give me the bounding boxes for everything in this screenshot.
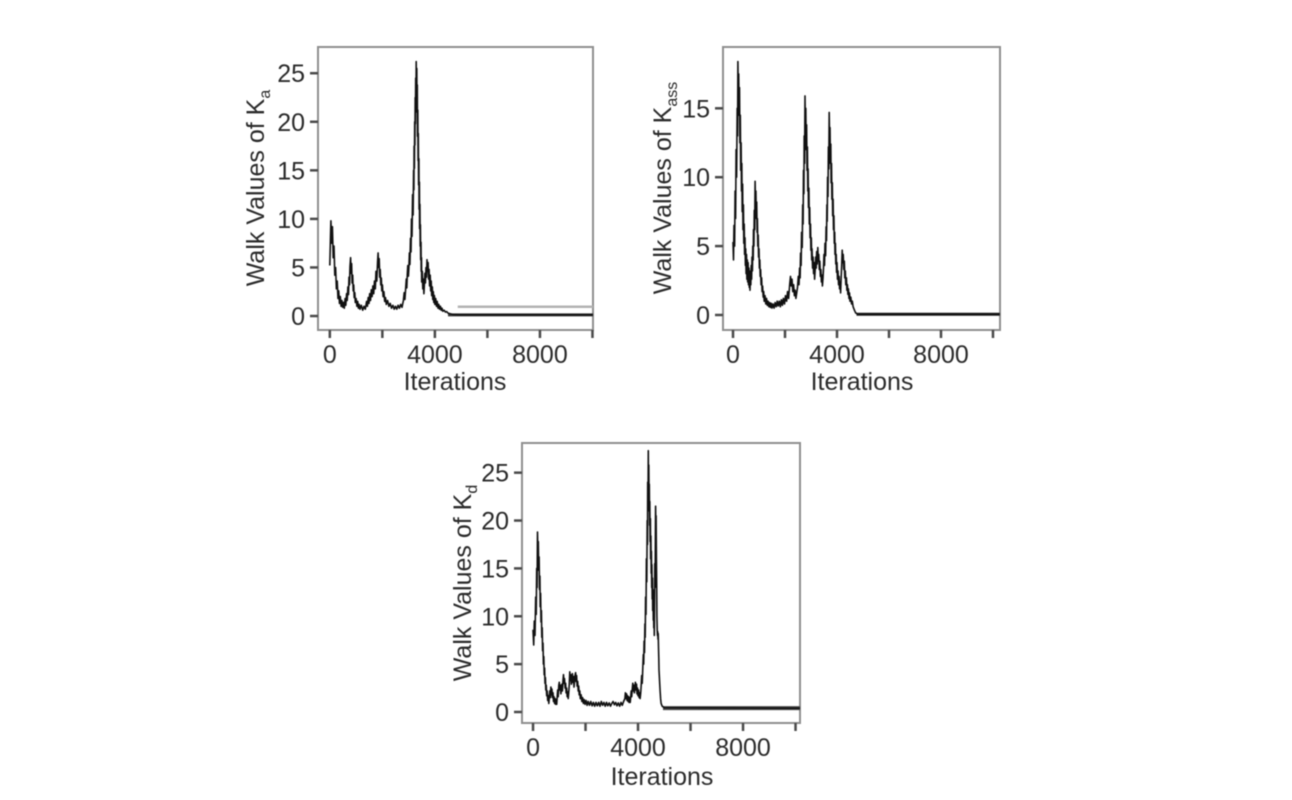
y-tick-label: 0 (696, 302, 710, 330)
y-tick-label: 0 (495, 699, 509, 727)
y-tick-label: 5 (291, 254, 305, 282)
x-tick-label: 4000 (809, 341, 865, 369)
x-axis-label-kd: Iterations (610, 763, 714, 791)
y-tick-label: 0 (291, 303, 305, 331)
x-tick-label: 0 (726, 341, 740, 369)
plot-frame (521, 442, 801, 724)
plot-frame (317, 46, 594, 331)
x-axis-label-ka: Iterations (403, 368, 507, 396)
x-tick-label: 8000 (512, 341, 568, 369)
y-tick-label: 5 (696, 233, 710, 261)
x-tick-label: 0 (323, 341, 337, 369)
y-tick-label: 25 (277, 60, 305, 88)
x-tick-label: 4000 (407, 341, 463, 369)
x-tick-label: 4000 (610, 734, 666, 762)
plot-frame (722, 46, 1001, 331)
y-tick-label: 15 (481, 555, 509, 583)
plot-canvas-ka: 0 4000 8000 0 5 10 15 20 25 (277, 46, 594, 369)
trace-plot-kass: Walk Values of Kass 0 4000 8000 0 5 10 15 Iter… (645, 40, 1007, 400)
trace-plot-ka: Walk Values of Ka 0 4000 8000 0 5 10 15 20 25 It… (238, 40, 600, 400)
y-tick-label: 15 (277, 157, 305, 185)
x-tick-label: 8000 (715, 734, 771, 762)
walk-trace-ka (329, 60, 593, 316)
y-tick-label: 5 (495, 651, 509, 679)
y-tick-label: 10 (682, 164, 710, 192)
x-tick-label: 0 (526, 734, 540, 762)
y-tick-label: 10 (277, 206, 305, 234)
walk-trace-kd (532, 449, 801, 710)
plot-canvas-kass: 0 4000 8000 0 5 10 15 (682, 46, 1001, 369)
y-tick-label: 20 (277, 109, 305, 137)
y-tick-label: 20 (481, 508, 509, 536)
walk-trace-kass (732, 60, 1000, 316)
x-tick-label: 8000 (913, 341, 969, 369)
y-tick-label: 15 (682, 95, 710, 123)
y-tick-label: 25 (481, 460, 509, 488)
trace-plot-kd: Walk Values of Kd 0 4000 8000 0 5 10 15 20 25 It… (445, 435, 807, 795)
x-axis-label-kass: Iterations (810, 368, 914, 396)
plot-canvas-kd: 0 4000 8000 0 5 10 15 20 25 (481, 442, 801, 762)
y-tick-label: 10 (481, 603, 509, 631)
